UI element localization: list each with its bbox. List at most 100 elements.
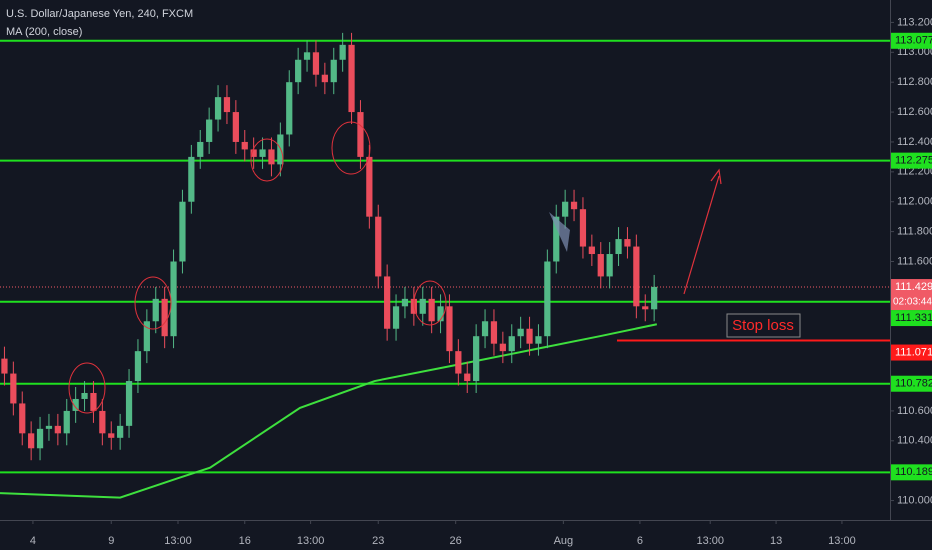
candle-body (642, 306, 649, 310)
candle-body (464, 373, 471, 382)
candle-body (81, 392, 88, 399)
x-tick-label: 4 (30, 535, 36, 547)
candle-body (36, 428, 44, 449)
candle-body (179, 201, 186, 262)
plot (0, 32, 890, 499)
candle-body (54, 425, 61, 434)
candle-body (375, 216, 382, 277)
candle-body (401, 298, 409, 307)
countdown: 02:03:44 (893, 297, 932, 308)
level-label-bg (891, 32, 932, 49)
candle-body (286, 82, 293, 135)
candle-body (312, 52, 320, 75)
candle-body (241, 141, 248, 150)
annotation: Stop loss (732, 317, 794, 334)
candle-body (579, 209, 587, 247)
y-tick-label: 112.200 (897, 166, 932, 178)
triangle (549, 212, 570, 252)
candle-body (633, 246, 640, 307)
candle-body (188, 156, 195, 202)
x-tick-label: 9 (108, 535, 114, 547)
level-label-bg (891, 310, 932, 327)
y-tick-label: 110.600 (897, 405, 932, 417)
candle-body (72, 398, 79, 411)
y-tick-label: 113.200 (897, 16, 932, 28)
candle-body (473, 336, 480, 382)
candle-body (19, 403, 26, 434)
candle-body (535, 336, 542, 344)
x-tick-label: 23 (372, 535, 384, 547)
candle-body (490, 321, 498, 344)
level-label-bg (891, 375, 932, 392)
candle-body (143, 321, 150, 352)
x-tick-label: 13:00 (828, 535, 856, 547)
y-tick-label: 112.000 (897, 196, 932, 208)
circle (331, 121, 371, 175)
candle-body (562, 201, 569, 217)
x-tick-label: 13 (770, 535, 782, 547)
candle-body (588, 246, 595, 255)
candle-body (108, 433, 115, 438)
candle-body (446, 306, 453, 352)
candle-body (170, 261, 177, 337)
candle-body (384, 276, 391, 329)
x-tick-label: 16 (239, 535, 251, 547)
y-tick-label: 112.400 (897, 136, 932, 148)
y-tick-label: 112.600 (897, 106, 932, 118)
circle (68, 362, 106, 414)
stop-label: 111.071 (895, 346, 932, 358)
candle-body (606, 254, 613, 277)
arrow-head (710, 168, 722, 185)
candle-body (206, 119, 213, 142)
candle-body (117, 425, 124, 438)
candle-body (481, 321, 489, 337)
candle-body (366, 156, 373, 217)
candle-body (357, 112, 364, 157)
indicator-name: MA (200, close) (6, 26, 82, 38)
y-tick-label: 110.000 (897, 494, 932, 506)
candle-body (392, 306, 400, 329)
candle-body (419, 298, 426, 314)
candle-body (508, 336, 515, 352)
y-tick-label: 110.400 (897, 435, 932, 447)
candle-body (455, 351, 462, 374)
candle-body (303, 52, 311, 60)
y-tick-label: 111.600 (897, 255, 932, 267)
candle-body (428, 298, 435, 322)
last-price-label: 111.429 (895, 281, 932, 293)
candle-body (517, 328, 524, 337)
ma-line (0, 323, 658, 499)
candle-body (544, 261, 551, 337)
candle-body (348, 44, 355, 113)
x-tick-label: 13:00 (297, 535, 325, 547)
circle (134, 276, 172, 330)
y-tick-label: 113.000 (897, 46, 932, 58)
y-tick-label: 111.800 (897, 226, 932, 238)
candle-body (152, 298, 159, 322)
chart-title: U.S. Dollar/Japanese Yen, 240, FXCM (6, 8, 193, 20)
stop-label-bg (891, 344, 932, 361)
candle-body (63, 410, 70, 434)
level-label: 113.077 (895, 35, 932, 47)
level-label: 112.275 (895, 155, 932, 167)
candle-body (499, 343, 506, 352)
circle (413, 280, 447, 326)
level-label-bg (891, 152, 932, 169)
candle-body (161, 298, 168, 337)
x-tick-label: Aug (554, 535, 574, 547)
candle-body (45, 425, 53, 429)
level-label: 111.331 (895, 312, 932, 324)
x-tick-label: 13:00 (696, 535, 724, 547)
candle-body (526, 328, 533, 344)
candle-body (553, 216, 560, 262)
level-label-bg (891, 464, 932, 481)
candle-body (134, 351, 142, 382)
candle-body (651, 286, 658, 310)
candle-body (570, 201, 578, 210)
x-tick-label: 13:00 (164, 535, 192, 547)
level-label: 110.189 (895, 466, 932, 478)
candle-body (223, 97, 231, 113)
level-label: 110.782 (895, 378, 932, 390)
candle-body (197, 141, 204, 157)
